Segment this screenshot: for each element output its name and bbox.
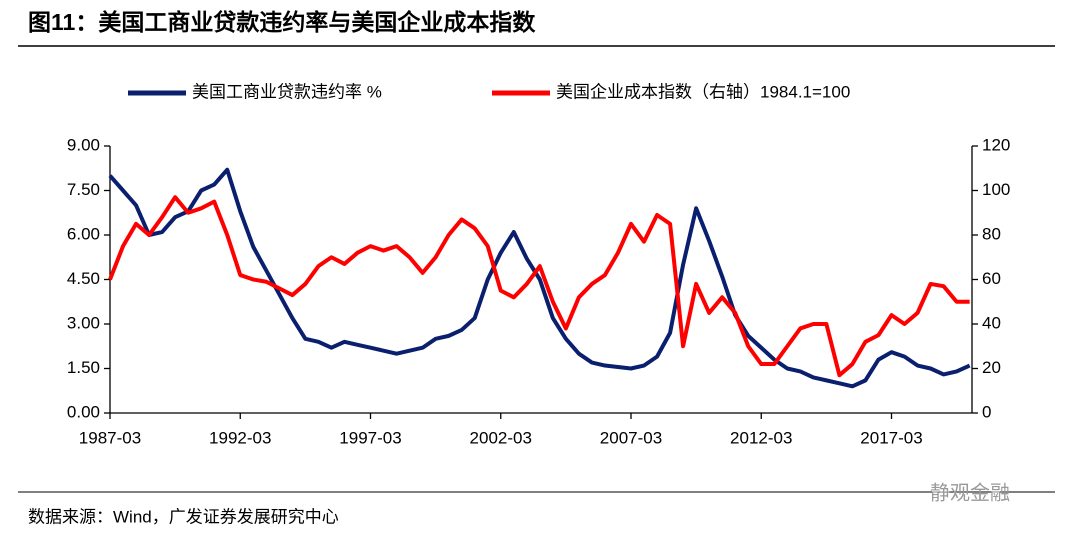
watermark: 静观金融 bbox=[930, 481, 1010, 504]
y2-tick-label: 80 bbox=[982, 224, 1001, 243]
x-tick-label: 2017-03 bbox=[860, 428, 922, 447]
series-line bbox=[108, 195, 970, 378]
y2-tick-label: 100 bbox=[982, 180, 1010, 199]
y-tick-label: 1.50 bbox=[67, 358, 100, 377]
y2-tick-label: 20 bbox=[982, 358, 1001, 377]
y-tick-label: 3.00 bbox=[67, 313, 100, 332]
y-tick-label: 9.00 bbox=[67, 135, 100, 154]
series-line bbox=[108, 167, 971, 389]
x-tick-label: 2007-03 bbox=[600, 428, 662, 447]
y2-tick-label: 0 bbox=[982, 402, 991, 421]
legend-label: 美国企业成本指数（右轴）1984.1=100 bbox=[556, 82, 850, 101]
x-tick-label: 2012-03 bbox=[730, 428, 792, 447]
source: 数据来源：Wind，广发证券发展研究中心 bbox=[28, 507, 339, 526]
x-tick-label: 1992-03 bbox=[209, 428, 271, 447]
x-tick-label: 2002-03 bbox=[470, 428, 532, 447]
x-tick-label: 1987-03 bbox=[79, 428, 141, 447]
y-tick-label: 6.00 bbox=[67, 224, 100, 243]
chart-title: 图11：美国工商业贷款违约率与美国企业成本指数 bbox=[28, 9, 536, 35]
y2-tick-label: 120 bbox=[982, 135, 1010, 154]
y2-tick-label: 40 bbox=[982, 313, 1001, 332]
y-tick-label: 0.00 bbox=[67, 402, 100, 421]
y2-tick-label: 60 bbox=[982, 269, 1001, 288]
legend-label: 美国工商业贷款违约率 % bbox=[192, 82, 382, 101]
x-tick-label: 1997-03 bbox=[339, 428, 401, 447]
y-tick-label: 7.50 bbox=[67, 180, 100, 199]
y-tick-label: 4.50 bbox=[67, 269, 100, 288]
